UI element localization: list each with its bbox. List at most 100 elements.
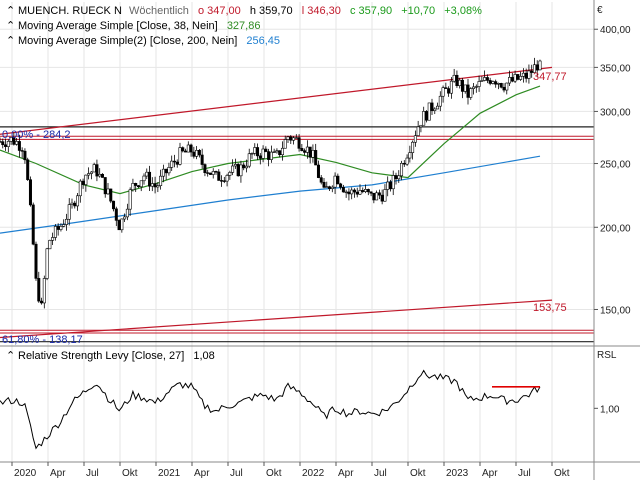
candle-body xyxy=(258,155,262,159)
x-tick-label: Apr xyxy=(482,468,498,479)
candle-body xyxy=(400,162,404,177)
candle-body xyxy=(336,175,340,185)
candle-body xyxy=(372,192,376,201)
candle-body xyxy=(64,218,68,225)
x-tick-label: Apr xyxy=(194,468,210,479)
y-tick-label: 250,00 xyxy=(600,160,631,171)
candle-body xyxy=(280,147,284,156)
change-abs: +10,70 xyxy=(401,5,435,17)
ohlc-low: l 346,30 xyxy=(302,5,341,17)
candle-body xyxy=(463,84,467,92)
x-tick-label: Apr xyxy=(338,468,354,479)
candle-body xyxy=(355,191,359,195)
candle-body xyxy=(123,216,127,220)
candle-body xyxy=(294,137,298,139)
candle-body xyxy=(391,175,395,190)
candle-body xyxy=(136,185,140,188)
candle-body xyxy=(427,102,431,121)
candle-body xyxy=(502,86,506,91)
header-expand-icon[interactable]: ⌃ xyxy=(6,5,15,17)
candle-body xyxy=(422,111,426,126)
candle-body xyxy=(192,151,196,157)
rsl-label: Relative Strength Levy [Close, 27] xyxy=(18,350,184,362)
candle-body xyxy=(386,181,390,190)
candle-body xyxy=(62,224,66,227)
candle-body xyxy=(247,153,251,167)
candle-body xyxy=(23,150,27,161)
y-tick-label: 200,00 xyxy=(600,223,631,234)
candle-body xyxy=(413,135,417,143)
candle-body xyxy=(81,180,85,185)
rsl-y-tick-label: 1,00 xyxy=(600,404,620,415)
candle-body xyxy=(411,141,415,153)
ma38-line xyxy=(0,85,541,195)
candle-body xyxy=(275,150,279,153)
candle-body xyxy=(380,194,384,202)
candle-body xyxy=(477,81,481,87)
candle-body xyxy=(67,204,71,220)
candle-body xyxy=(300,148,304,151)
trend-channel-upper-line xyxy=(0,66,553,135)
candle-body xyxy=(98,173,102,177)
x-tick-label: Jul xyxy=(230,468,243,479)
candle-body xyxy=(250,153,254,155)
candle-body xyxy=(178,147,182,165)
candle-body xyxy=(131,183,135,191)
fib-0-label: 0,00% - 284,2 xyxy=(2,129,71,141)
candle-body xyxy=(447,88,451,94)
candle-body xyxy=(513,74,517,82)
rsl-axis-label: RSL xyxy=(597,350,617,361)
candle-body xyxy=(350,189,354,195)
candle-body xyxy=(366,189,370,193)
candle-body xyxy=(84,174,88,185)
candle-body xyxy=(444,87,448,89)
candle-body xyxy=(142,175,146,182)
x-tick-label: Okt xyxy=(122,468,138,479)
candle-body xyxy=(195,149,199,157)
candle-body xyxy=(200,154,204,165)
candle-body xyxy=(272,151,276,153)
x-tick-label: Jul xyxy=(518,468,531,479)
trend-channel-lower-line xyxy=(0,299,553,339)
candle-body xyxy=(117,220,121,231)
candle-body xyxy=(9,137,13,142)
candle-body xyxy=(286,136,290,140)
change-pct: +3,08% xyxy=(444,5,482,17)
candle-body xyxy=(436,105,440,110)
ma2-expand-icon[interactable]: ⌃ xyxy=(6,35,15,47)
candle-body xyxy=(256,147,260,157)
x-tick-label: Jul xyxy=(86,468,99,479)
candle-body xyxy=(358,190,362,195)
candle-body xyxy=(316,164,320,178)
candle-body xyxy=(474,86,478,88)
candle-body xyxy=(352,189,356,193)
channel-lower-label: 153,75 xyxy=(533,302,567,314)
candle-body xyxy=(538,60,542,71)
rsl-expand-icon[interactable]: ⌃ xyxy=(6,350,15,362)
candle-body xyxy=(73,202,77,207)
candle-body xyxy=(211,171,215,175)
candle-body xyxy=(197,149,201,156)
candle-body xyxy=(508,77,512,84)
candle-body xyxy=(184,150,188,153)
candle-body xyxy=(109,188,113,202)
ma1-expand-icon[interactable]: ⌃ xyxy=(6,20,15,32)
candle-body xyxy=(496,83,500,85)
candle-body xyxy=(114,208,118,221)
svg-text:Moving Average Simple [Close,: Moving Average Simple [Close, 38, Nein] … xyxy=(18,20,260,32)
candle-body xyxy=(264,148,268,152)
candle-body xyxy=(34,243,38,279)
price-panel-grid xyxy=(0,2,594,346)
candle-body xyxy=(153,183,157,188)
candle-body xyxy=(231,165,235,173)
candle-body xyxy=(239,164,243,177)
rsl-line xyxy=(0,369,541,450)
candle-body xyxy=(42,278,46,304)
candle-body xyxy=(494,81,498,85)
candle-body xyxy=(361,190,365,192)
x-tick-label: 2023 xyxy=(446,468,469,479)
candle-body xyxy=(156,185,160,188)
candle-body xyxy=(139,180,143,188)
symbol-name: MUENCH. RUECK N xyxy=(18,5,122,17)
